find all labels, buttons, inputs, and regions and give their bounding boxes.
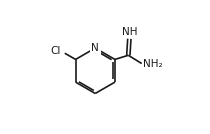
Text: Cl: Cl xyxy=(51,46,61,56)
Text: N: N xyxy=(91,43,99,53)
Text: NH: NH xyxy=(122,27,137,37)
Text: NH₂: NH₂ xyxy=(143,59,162,69)
